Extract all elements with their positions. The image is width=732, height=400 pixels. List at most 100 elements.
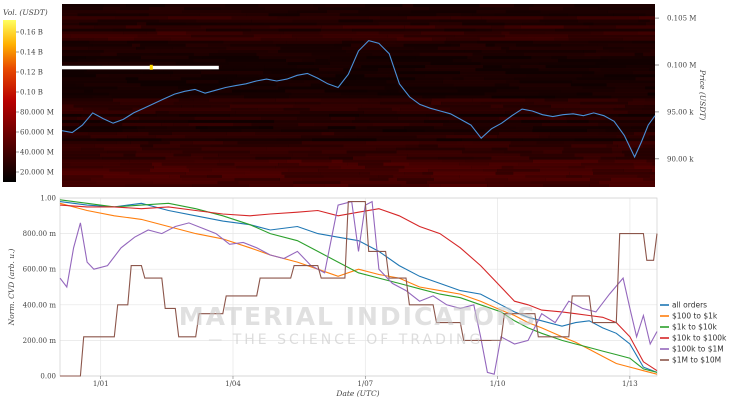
heatmap-cell <box>199 13 247 17</box>
heatmap-cell <box>378 31 421 35</box>
heatmap-cell <box>168 40 224 44</box>
heatmap-cell <box>62 113 82 118</box>
heatmap-cell <box>400 107 451 111</box>
heatmap-cell <box>431 98 473 102</box>
price-axis-ticks: 0.105 M 0.100 M 95.00 k 90.00 k <box>655 15 696 163</box>
heatmap-cell <box>616 135 649 139</box>
heatmap-cell <box>629 80 655 84</box>
heatmap-cell <box>261 116 298 121</box>
heatmap-cell <box>274 119 318 124</box>
heatmap-cell <box>102 7 120 11</box>
heatmap-cell <box>251 122 299 127</box>
heatmap-cell <box>378 22 411 26</box>
heatmap-cell <box>632 40 655 44</box>
heatmap-cell <box>289 95 341 99</box>
colorbar-gradient <box>3 20 16 182</box>
heatmap-cell <box>388 74 425 78</box>
heatmap-cell <box>592 168 624 172</box>
heatmap-cell <box>646 159 655 163</box>
heatmap-cell <box>650 49 655 53</box>
heatmap-cell <box>571 144 607 148</box>
heatmap-cell <box>531 150 544 154</box>
heatmap-cell <box>81 147 104 151</box>
heatmap-cell <box>424 74 467 78</box>
heatmap-cell <box>331 159 343 163</box>
heatmap-cell <box>418 144 438 148</box>
heatmap-cell <box>288 168 318 172</box>
heatmap-cell <box>499 180 531 185</box>
heatmap-cell <box>129 159 195 163</box>
heatmap-cell <box>254 132 322 136</box>
heatmap-cell <box>604 74 655 78</box>
heatmap-cell <box>501 46 510 50</box>
heatmap-cell <box>222 65 246 69</box>
heatmap-cell <box>453 83 495 87</box>
heatmap-cell <box>517 110 548 114</box>
cvd-y-tick-label: 800.00 m <box>23 230 57 238</box>
heatmap-cell <box>255 156 291 160</box>
heatmap-cell <box>509 83 571 87</box>
heatmap-cell <box>173 153 191 157</box>
heatmap-cell <box>598 122 616 127</box>
heatmap-cell <box>396 37 433 41</box>
heatmap-cell <box>408 153 465 157</box>
heatmap-cell <box>480 101 501 105</box>
heatmap-cell <box>79 122 123 127</box>
heatmap-cell <box>62 28 113 32</box>
heatmap-cell <box>589 68 601 72</box>
heatmap-cell <box>62 165 103 169</box>
heatmap-cell <box>180 174 208 179</box>
watermark: MATERIAL INDICATORS — THE SCIENCE OF TRA… <box>179 302 536 348</box>
heatmap-cell <box>545 22 584 26</box>
heatmap-cell <box>649 68 655 72</box>
heatmap-cell <box>475 28 492 32</box>
heatmap-cell <box>176 92 241 96</box>
heatmap-cell <box>328 71 377 75</box>
heatmap-cell <box>152 162 162 166</box>
heatmap-cell <box>89 40 127 44</box>
heatmap-cell <box>146 22 186 26</box>
heatmap-cell <box>62 49 104 53</box>
heatmap-cell <box>258 4 313 8</box>
heatmap-cell <box>642 144 655 148</box>
heatmap-cell <box>182 150 251 154</box>
heatmap-cell <box>404 171 423 176</box>
heatmap-cell <box>352 28 405 32</box>
heatmap-cell <box>120 7 150 11</box>
heatmap-cell <box>231 107 258 111</box>
heatmap-cell <box>584 43 598 47</box>
heatmap-cell <box>426 180 488 185</box>
heatmap-cell <box>100 126 137 130</box>
heatmap-cell <box>484 77 515 81</box>
heatmap-cell <box>414 68 439 72</box>
heatmap-cell <box>62 98 113 102</box>
heatmap-cell <box>96 180 153 185</box>
heatmap-cell <box>504 22 523 26</box>
heatmap-cell <box>200 129 242 133</box>
heatmap-cell <box>132 107 197 111</box>
heatmap-cell <box>615 122 653 127</box>
heatmap-cell <box>457 141 473 145</box>
heatmap-cell <box>485 177 508 182</box>
heatmap-cell <box>434 126 477 130</box>
heatmap-cell <box>161 7 185 11</box>
heatmap-cell <box>372 122 410 127</box>
heatmap-cell <box>543 184 590 187</box>
heatmap-cell <box>62 19 98 23</box>
heatmap-cell <box>647 92 655 96</box>
price-line <box>61 39 656 159</box>
heatmap-cell <box>507 177 546 182</box>
heatmap-cell <box>266 147 311 151</box>
heatmap-cell <box>321 98 369 102</box>
heatmap-cell <box>92 89 151 93</box>
heatmap-cell <box>231 37 261 41</box>
heatmap-cell <box>278 162 300 166</box>
heatmap-cell <box>504 58 559 63</box>
heatmap-cell <box>225 58 286 63</box>
heatmap-cell <box>62 43 93 47</box>
heatmap-cell <box>652 147 655 151</box>
heatmap-cell <box>312 4 326 8</box>
heatmap-cell <box>387 34 404 38</box>
heatmap-cell <box>217 162 235 166</box>
heatmap-cell <box>251 19 293 23</box>
